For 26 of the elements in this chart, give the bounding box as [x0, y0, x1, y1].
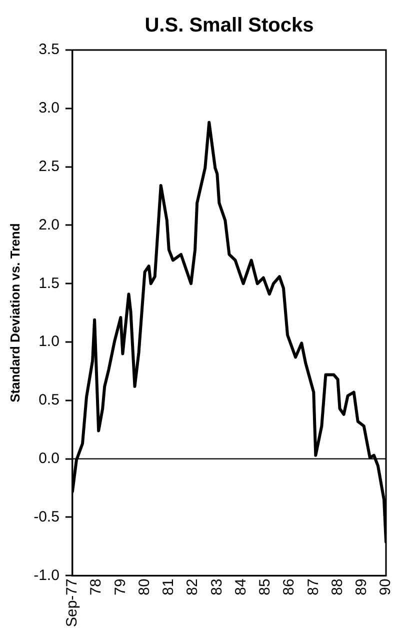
- x-tick-label: 80: [136, 578, 153, 596]
- x-tick-label: 83: [208, 578, 226, 596]
- y-tick-label: 0.0: [38, 450, 60, 467]
- x-tick-label: 86: [280, 578, 298, 596]
- y-tick-label: 0.5: [38, 392, 60, 409]
- x-tick-label: 87: [304, 578, 322, 596]
- y-tick-label: -0.5: [34, 508, 60, 526]
- x-tick-label: 79: [112, 578, 129, 596]
- x-tick-label: 84: [232, 578, 250, 596]
- y-tick-label: -1.0: [34, 566, 60, 584]
- x-tick-label: 81: [160, 578, 178, 596]
- x-tick-label: 85: [256, 578, 274, 596]
- chart-title: U.S. Small Stocks: [144, 14, 314, 37]
- x-tick-label: 82: [184, 578, 202, 596]
- y-tick-label: 3.0: [38, 100, 60, 117]
- x-tick-label: 78: [88, 578, 105, 596]
- y-axis-title: Standard Deviation vs. Trend: [7, 223, 22, 402]
- x-tick-label: Sep-77: [64, 578, 81, 628]
- y-tick-label: 3.5: [38, 41, 60, 58]
- y-tick-label: 2.0: [38, 216, 60, 234]
- y-tick-label: 1.5: [38, 274, 60, 292]
- x-tick-label: 89: [353, 578, 370, 596]
- x-tick-label: 90: [377, 578, 394, 596]
- x-tick-label: 88: [328, 578, 346, 596]
- y-tick-label: 2.5: [38, 158, 60, 175]
- y-tick-label: 1.0: [38, 333, 60, 350]
